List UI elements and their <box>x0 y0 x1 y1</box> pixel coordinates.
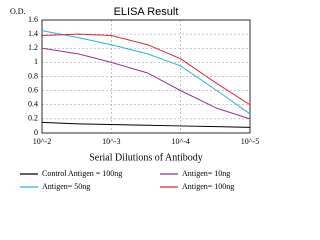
x-tick-label: 10^-3 <box>102 137 120 146</box>
series-line <box>41 121 251 128</box>
series-line <box>41 33 251 106</box>
y-tick-label: 0.4 <box>28 100 38 109</box>
chart: O.D. ELISA Result Serial Dilutions of An… <box>10 6 259 191</box>
series-line <box>41 47 251 120</box>
plot-frame <box>41 19 251 134</box>
legend-label: Antigen= 10ng <box>182 169 230 178</box>
y-tick-label: 0 <box>34 128 38 137</box>
y-tick-label: 1.2 <box>28 43 38 52</box>
chart-title: ELISA Result <box>114 6 179 18</box>
page: O.D. ELISA Result Serial Dilutions of An… <box>10 5 260 191</box>
legend-label: Control Antigen = 100ng <box>42 169 122 178</box>
y-tick-label: 0.8 <box>28 71 38 80</box>
y-tick-label: 1 <box>34 57 38 66</box>
y-tick-label: 1.4 <box>28 29 38 38</box>
y-axis-title: O.D. <box>10 7 26 16</box>
legend-label: Antigen= 50ng <box>42 182 90 191</box>
x-axis-title: Serial Dilutions of Antibody <box>89 152 203 163</box>
x-tick-label: 10^-2 <box>33 137 51 146</box>
y-tick-label: 1.6 <box>28 15 38 24</box>
x-tick-label: 10^-4 <box>171 137 189 146</box>
legend-label: Antigen= 100ng <box>182 182 234 191</box>
y-tick-label: 0.6 <box>28 85 38 94</box>
x-tick-label: 10^-5 <box>241 137 259 146</box>
series-line <box>41 30 251 115</box>
y-tick-label: 0.2 <box>28 114 38 123</box>
